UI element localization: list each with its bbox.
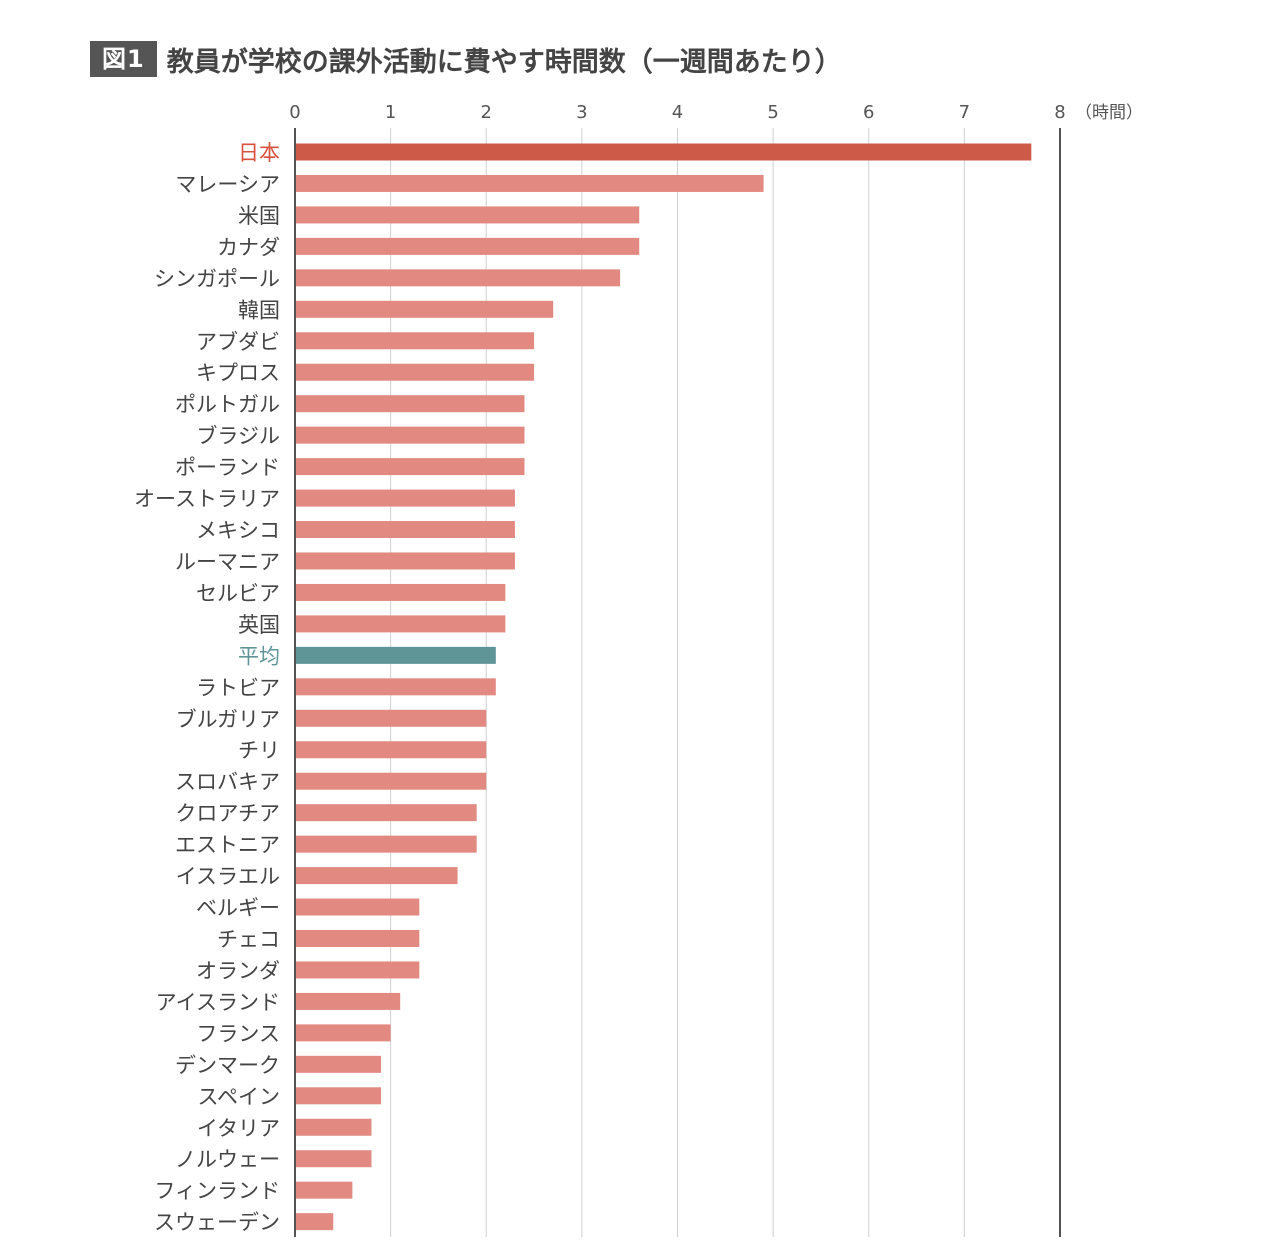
bar xyxy=(295,615,506,633)
category-label: ブラジル xyxy=(196,424,280,448)
category-label: ノルウェー xyxy=(175,1148,280,1172)
category-label: デンマーク xyxy=(175,1053,280,1077)
category-label: セルビア xyxy=(196,581,280,605)
bar xyxy=(295,1213,334,1231)
category-label: 韓国 xyxy=(238,298,280,322)
category-label: チェコ xyxy=(217,928,280,952)
bar xyxy=(295,174,764,192)
bar xyxy=(295,867,458,885)
category-label-average: 平均 xyxy=(238,644,280,668)
category-label: アブダビ xyxy=(196,330,280,354)
bar xyxy=(295,458,525,476)
x-tick-label: 0 xyxy=(289,102,300,123)
x-axis-ticks: （時間） 0 1 2 3 4 5 6 7 8 xyxy=(289,102,1143,123)
category-label: フランス xyxy=(196,1022,280,1046)
bar xyxy=(295,804,477,822)
bar xyxy=(295,678,496,696)
bar xyxy=(295,489,515,507)
category-label: スロバキア xyxy=(175,770,280,794)
x-axis-unit-label: （時間） xyxy=(1075,103,1143,123)
bar xyxy=(295,332,535,350)
x-tick-label: 7 xyxy=(959,102,970,123)
bar-highlight xyxy=(295,143,1032,161)
category-label: スウェーデン xyxy=(154,1211,280,1235)
bar xyxy=(295,1024,391,1042)
category-label: クロアチア xyxy=(175,802,280,826)
x-tick-label: 8 xyxy=(1054,102,1065,123)
bar xyxy=(295,300,554,318)
bar xyxy=(295,741,487,759)
x-tick-label: 1 xyxy=(385,102,396,123)
category-label: イタリア xyxy=(197,1116,280,1140)
x-tick-label: 2 xyxy=(481,102,492,123)
category-label: オーストラリア xyxy=(134,487,280,511)
category-label: ルーマニア xyxy=(175,550,280,574)
category-label: ブルガリア xyxy=(176,707,280,731)
category-label: マレーシア xyxy=(175,172,280,196)
category-label: チリ xyxy=(238,739,280,763)
figure-number-badge: 図1 xyxy=(90,41,157,77)
category-labels: 日本マレーシア米国カナダシンガポール韓国アブダビキプロスポルトガルブラジルポーラ… xyxy=(134,141,280,1235)
category-label: ポルトガル xyxy=(175,393,280,417)
category-label: カナダ xyxy=(217,235,280,259)
category-label: ラトビア xyxy=(196,676,280,700)
category-label: オランダ xyxy=(196,959,280,983)
bar xyxy=(295,930,420,947)
category-label-highlight: 日本 xyxy=(238,141,280,165)
bar xyxy=(295,1118,372,1136)
bar-average xyxy=(295,646,496,664)
category-label: イスラエル xyxy=(176,865,280,889)
bar xyxy=(295,709,487,727)
chart-title: 教員が学校の課外活動に費やす時間数（一週間あたり） xyxy=(166,46,842,78)
bar xyxy=(295,992,401,1010)
bar xyxy=(295,1181,353,1199)
bar xyxy=(295,583,506,601)
bar xyxy=(295,237,640,255)
category-label: ポーランド xyxy=(175,456,280,480)
bar xyxy=(295,1055,382,1073)
bar xyxy=(295,269,621,287)
bar xyxy=(295,206,640,224)
bar xyxy=(295,835,477,853)
chart-header: 図1 教員が学校の課外活動に費やす時間数（一週間あたり） xyxy=(90,40,842,78)
bar xyxy=(295,1150,372,1168)
bar xyxy=(295,363,535,381)
bar xyxy=(295,961,420,979)
category-label: スペイン xyxy=(197,1085,280,1109)
x-tick-label: 5 xyxy=(767,102,778,123)
bar xyxy=(295,898,420,916)
bar xyxy=(295,521,515,539)
category-label: アイスランド xyxy=(156,990,280,1014)
category-label: フィンランド xyxy=(154,1179,280,1203)
x-tick-label: 4 xyxy=(672,102,683,123)
bar xyxy=(295,772,487,790)
x-tick-label: 6 xyxy=(863,102,874,123)
category-label: メキシコ xyxy=(196,519,280,543)
category-label: キプロス xyxy=(196,361,280,385)
bar xyxy=(295,426,525,444)
x-tick-label: 3 xyxy=(576,102,587,123)
bars xyxy=(294,128,1032,1237)
category-label: ベルギー xyxy=(196,896,280,920)
category-label: 英国 xyxy=(238,613,280,637)
bar xyxy=(295,1087,382,1105)
category-label: シンガポール xyxy=(154,267,280,291)
bar xyxy=(295,395,525,413)
category-label: 米国 xyxy=(238,204,280,228)
category-label: エストニア xyxy=(175,833,280,857)
bar xyxy=(295,552,515,570)
